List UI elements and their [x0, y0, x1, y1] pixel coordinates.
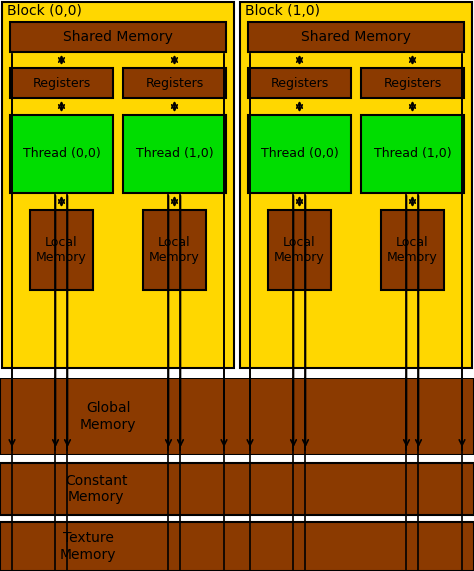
Text: Local
Memory: Local Memory [36, 236, 87, 264]
Text: Local
Memory: Local Memory [149, 236, 200, 264]
Bar [2, 2, 234, 368]
Bar [10, 68, 113, 98]
Bar [267, 210, 331, 290]
Bar [123, 115, 226, 193]
Text: Thread (1,0): Thread (1,0) [136, 147, 213, 160]
Bar [248, 22, 464, 52]
Text: Thread (0,0): Thread (0,0) [261, 147, 338, 160]
Text: Registers: Registers [146, 77, 204, 90]
Text: Block (0,0): Block (0,0) [7, 4, 82, 18]
Text: Registers: Registers [270, 77, 328, 90]
Bar [0, 455, 474, 463]
Text: Constant
Memory: Constant Memory [65, 474, 128, 504]
Bar [0, 522, 474, 571]
Text: Registers: Registers [383, 77, 442, 90]
Bar [143, 210, 207, 290]
Text: Shared Memory: Shared Memory [63, 30, 173, 44]
Text: Registers: Registers [32, 77, 91, 90]
Text: Thread (1,0): Thread (1,0) [374, 147, 451, 160]
Bar [10, 115, 113, 193]
Bar [29, 210, 93, 290]
Text: Block (1,0): Block (1,0) [245, 4, 320, 18]
Text: Local
Memory: Local Memory [387, 236, 438, 264]
Bar [361, 68, 464, 98]
Bar [240, 2, 472, 368]
Text: Shared Memory: Shared Memory [301, 30, 411, 44]
Bar [0, 370, 474, 378]
Bar [0, 378, 474, 455]
Bar [0, 515, 474, 522]
Text: Thread (0,0): Thread (0,0) [23, 147, 100, 160]
Text: Texture
Memory: Texture Memory [60, 532, 117, 562]
Bar [248, 115, 351, 193]
Bar [0, 463, 474, 515]
Bar [381, 210, 445, 290]
Bar [10, 22, 226, 52]
Text: Local
Memory: Local Memory [274, 236, 325, 264]
Bar [248, 68, 351, 98]
Bar [361, 115, 464, 193]
Text: Global
Memory: Global Memory [80, 401, 137, 432]
Bar [123, 68, 226, 98]
